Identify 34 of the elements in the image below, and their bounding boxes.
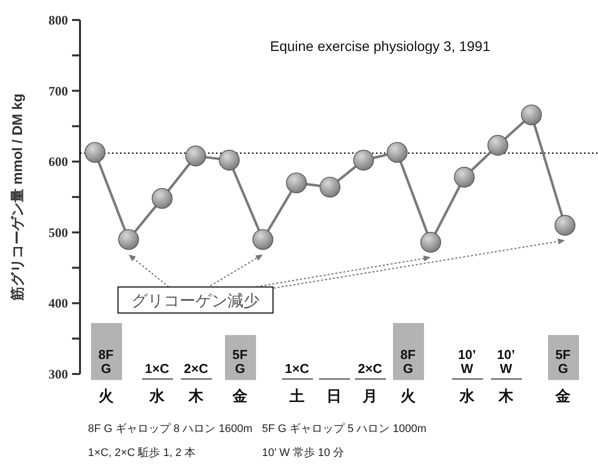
annotation: 8F G xyxy=(98,347,114,376)
text: 10’ W 常歩 10 分 xyxy=(262,446,344,459)
text: 火 xyxy=(98,388,114,405)
text: 1×C, 2×C 駈歩 1, 2 本 xyxy=(88,446,196,459)
y-axis-title: 筋グリコーゲン量 mmol / DM kg xyxy=(9,94,25,302)
text: 水 xyxy=(458,388,476,405)
annotation: 1×C xyxy=(284,361,310,376)
text: 木 xyxy=(498,388,514,405)
annotation: 5F G xyxy=(555,347,571,376)
text: 金 xyxy=(232,388,248,405)
text: 土 xyxy=(288,388,304,405)
y-tick-label: 600 xyxy=(48,154,68,170)
text: 金 xyxy=(554,388,570,405)
annotation: 2×C xyxy=(358,361,383,376)
annotation: 1×C xyxy=(144,361,170,376)
annotation: グリコーゲン減少 xyxy=(132,292,260,310)
text: 5F G ギャロップ 5 ハロン 1000m xyxy=(262,422,426,435)
annotation: 10’ W xyxy=(458,347,476,376)
annotation: 2×C xyxy=(184,361,209,376)
annotation: 5F G xyxy=(232,347,248,376)
y-tick-label: 800 xyxy=(48,12,68,28)
y-tick-label: 500 xyxy=(48,224,68,240)
y-tick-label: 700 xyxy=(48,83,68,98)
text: 水 xyxy=(148,388,166,405)
text: 日 xyxy=(326,388,342,405)
y-tick-label: 300 xyxy=(48,366,68,382)
annotation: 8F G xyxy=(400,347,416,376)
text: 火 xyxy=(400,388,416,405)
text: 月 xyxy=(362,388,378,405)
text: 8F G ギャロップ 8 ハロン 1600m xyxy=(88,422,252,435)
annotation: Equine exercise physiology 3, 1991 xyxy=(270,38,490,54)
annotation: 10’ W xyxy=(496,347,516,376)
y-tick-label: 400 xyxy=(48,296,68,311)
text: 木 xyxy=(188,388,204,405)
